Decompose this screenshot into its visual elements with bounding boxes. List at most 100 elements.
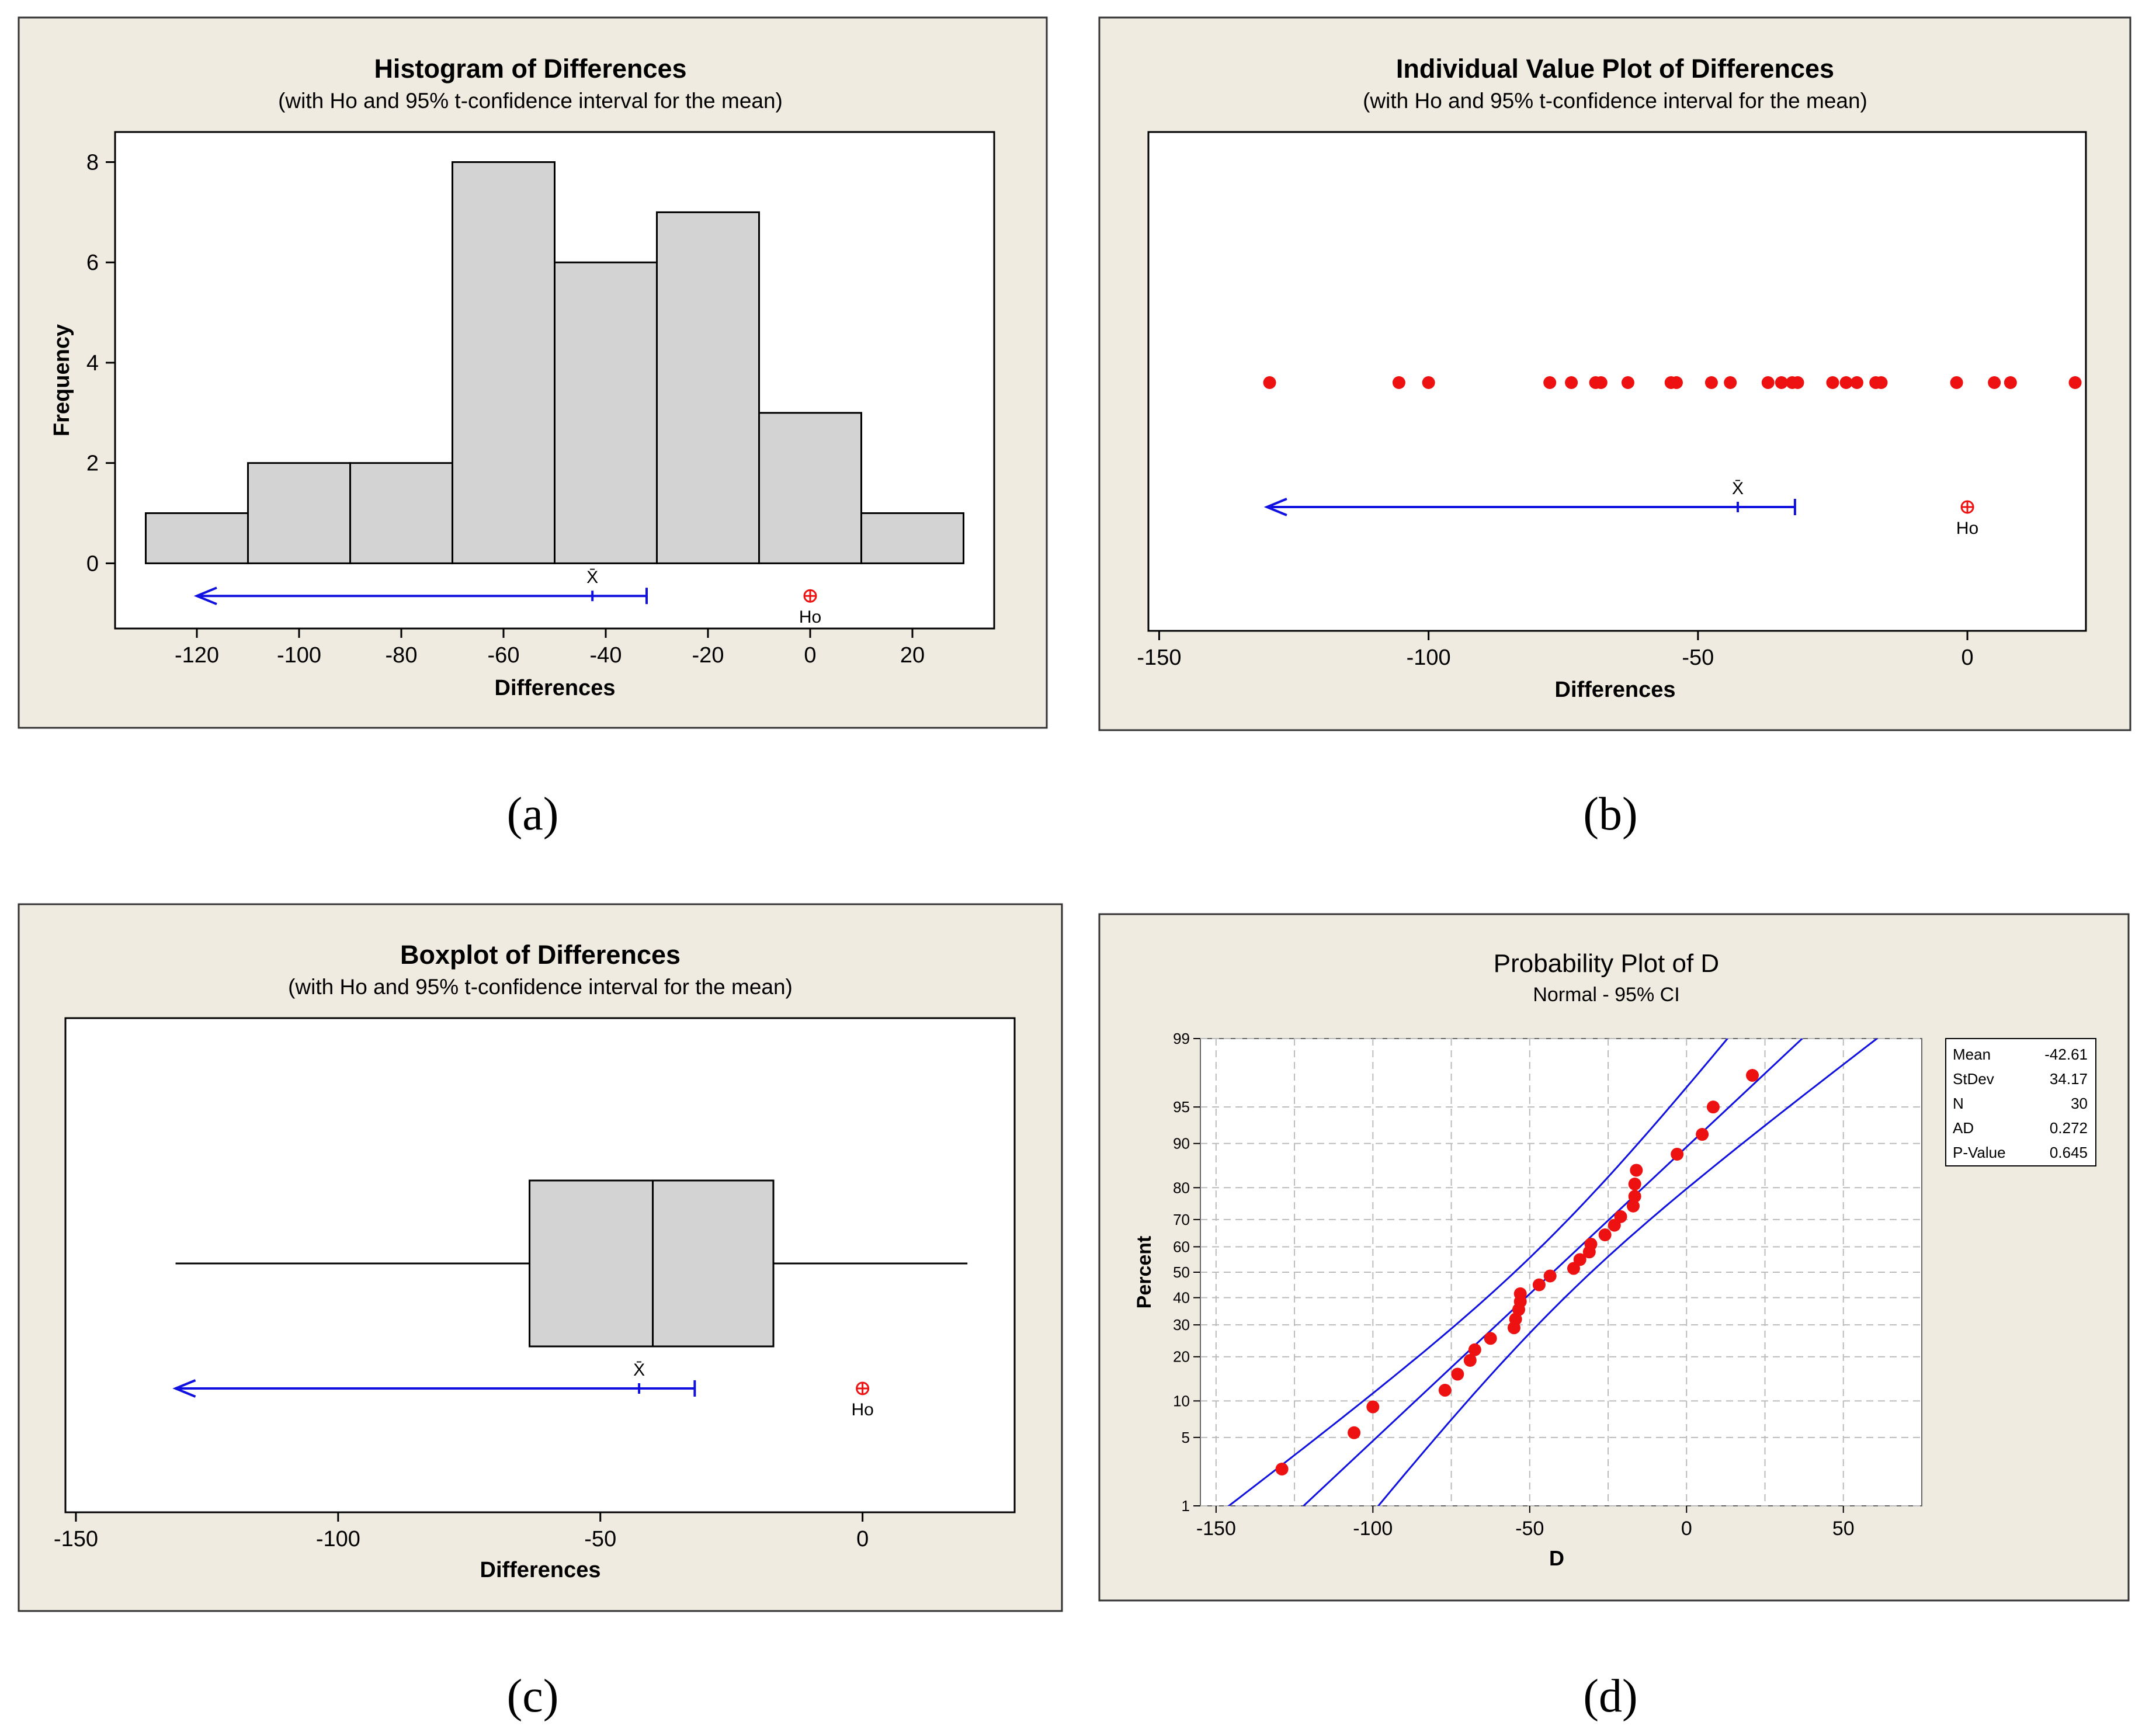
panel-d-xtick-label: 0 [1681, 1518, 1692, 1540]
data-point [1463, 1353, 1477, 1367]
stats-label: N [1953, 1095, 1964, 1112]
panel-a-ytick-label: 0 [86, 551, 99, 576]
stats-value: 34.17 [2050, 1070, 2088, 1088]
panel-d-ytick-label: 40 [1173, 1289, 1190, 1307]
data-point [1584, 1237, 1598, 1251]
data-point [1746, 1068, 1759, 1082]
histogram-bar [656, 211, 760, 564]
data-point [1468, 1343, 1481, 1356]
panel-a-ho-label: Ho [799, 607, 821, 627]
data-point [1696, 1128, 1709, 1141]
data-point [1263, 376, 1276, 389]
histogram-bar [860, 512, 964, 564]
data-point [1669, 376, 1683, 389]
data-point [1348, 1426, 1361, 1439]
fitted-line [1302, 1039, 1804, 1506]
panel-a-xtick-label: -40 [590, 643, 622, 668]
panel-c-xtick-label: -100 [316, 1527, 360, 1551]
histogram-bar [452, 161, 556, 564]
panel-c-label: (c) [507, 1671, 559, 1722]
stats-label: P-Value [1953, 1144, 2006, 1161]
panel-a-ytick-label: 4 [86, 351, 99, 376]
data-point [1839, 376, 1853, 389]
panel-a-xtick-label: -100 [277, 643, 321, 668]
data-point [1850, 376, 1863, 389]
panel-a-xtick-label: 0 [804, 643, 816, 668]
panel-b-xtick-label: -50 [1682, 645, 1714, 670]
histogram-bar [247, 462, 351, 564]
histogram-bar [758, 412, 862, 564]
panel-a-subtitle: (with Ho and 95% t-confidence interval f… [278, 89, 783, 113]
data-point [1724, 376, 1737, 389]
panel-b-xtick-label: -150 [1137, 645, 1181, 670]
panel-a-label: (a) [507, 789, 559, 840]
panel-a-mean-label: X̄ [586, 568, 598, 587]
panel-d-stats-box: Mean -42.61 StDev 34.17 N 30 AD 0.272 P-Value 0.6… [1945, 1038, 2096, 1166]
data-point [1392, 376, 1405, 389]
panel-c-xlabel: Differences [480, 1558, 601, 1582]
stats-label: AD [1953, 1119, 1974, 1137]
panel-a-ytick-label: 8 [86, 151, 99, 175]
data-point [1513, 1287, 1527, 1300]
panel-d-label: (d) [1583, 1671, 1637, 1722]
data-point [1422, 376, 1435, 389]
histogram-bar [145, 512, 249, 564]
panel-b-title: Individual Value Plot of Differences [1396, 54, 1834, 84]
panel-d-ytick-label: 5 [1182, 1429, 1190, 1446]
data-point [1532, 1278, 1546, 1291]
data-point [1761, 376, 1775, 389]
panel-d-ytick-label: 30 [1173, 1316, 1190, 1334]
data-point [1826, 376, 1839, 389]
panel-d-ytick-label: 10 [1173, 1392, 1190, 1409]
panel-a-xtick-label: -20 [692, 643, 724, 668]
data-point [1614, 1210, 1627, 1223]
panel-d-ytick-label: 95 [1173, 1098, 1190, 1116]
panel-c-boxplot: Boxplot of Differences (with Ho and 95% … [18, 903, 1063, 1612]
stats-value: 30 [2071, 1095, 2088, 1112]
data-point [1565, 376, 1578, 389]
stats-value: 0.645 [2050, 1144, 2088, 1161]
panel-a-ci-arrowhead [193, 586, 217, 606]
panel-c-title: Boxplot of Differences [400, 940, 681, 970]
panel-b-mean-label: X̄ [1732, 479, 1744, 498]
panel-b-plot-area [1147, 131, 2087, 632]
panel-b-xlabel: Differences [1555, 678, 1676, 702]
data-point [1438, 1384, 1452, 1397]
data-point [1543, 376, 1557, 389]
panel-c-ho-label: Ho [851, 1400, 873, 1419]
data-point [1598, 1228, 1612, 1242]
ci-band-lower [1227, 1039, 1729, 1506]
panel-c-mean-label: X̄ [633, 1360, 645, 1380]
stats-label: Mean [1953, 1046, 1991, 1063]
panel-c-xtick-label: -150 [54, 1527, 98, 1551]
panel-d-xlabel: D [1549, 1546, 1564, 1570]
box-iqr [529, 1179, 775, 1348]
panel-a-title: Histogram of Differences [374, 54, 686, 84]
data-point [2068, 376, 2082, 389]
data-point [1706, 1100, 1720, 1114]
data-point [1628, 1190, 1641, 1203]
stats-label: StDev [1953, 1070, 1994, 1088]
data-point [1573, 1253, 1586, 1266]
data-point [1594, 376, 1608, 389]
panel-d-xtick-label: -150 [1196, 1518, 1236, 1540]
histogram-bar [554, 261, 658, 564]
panel-d-xtick-label: -50 [1515, 1518, 1544, 1540]
panel-d-ytick-label: 70 [1173, 1211, 1190, 1228]
panel-b-ho-label: Ho [1956, 519, 1978, 538]
panel-a-ytick-label: 6 [86, 251, 99, 275]
data-point [1366, 1400, 1380, 1414]
data-point [1874, 376, 1888, 389]
data-point [1704, 376, 1718, 389]
ci-band-upper [1377, 1039, 1879, 1506]
panel-d-xtick-label: 50 [1832, 1518, 1855, 1540]
data-point [1950, 376, 1963, 389]
panel-c-xtick-label: -50 [584, 1527, 616, 1551]
data-point [1628, 1178, 1641, 1191]
panel-d-xtick-label: -100 [1353, 1518, 1393, 1540]
data-point [1621, 376, 1634, 389]
panel-d-ytick-label: 90 [1173, 1135, 1190, 1152]
panel-c-xtick-label: 0 [856, 1527, 869, 1551]
panel-b-label: (b) [1583, 789, 1637, 840]
